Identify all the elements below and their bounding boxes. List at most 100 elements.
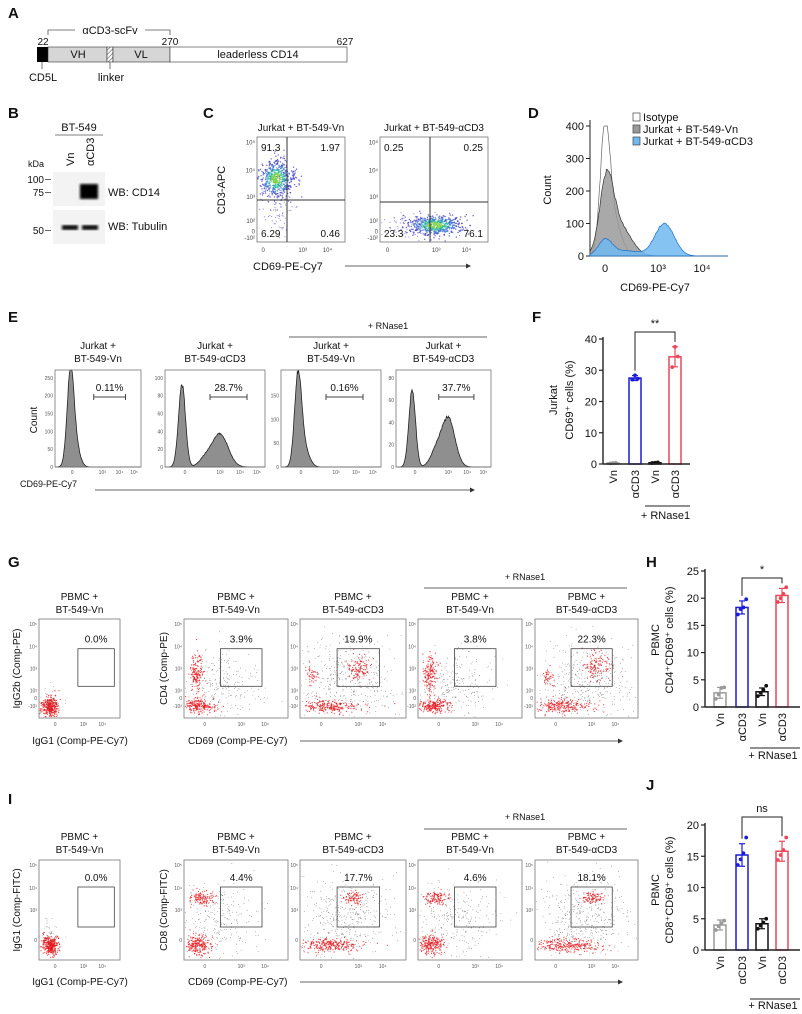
cell-event [427,663,429,665]
cell-event [562,716,564,718]
cell-event [263,216,265,218]
x-tick-label: 10³ [80,722,88,728]
cell-event [203,678,205,680]
cell-event [420,223,422,225]
cell-event [608,677,610,679]
cell-event [191,685,193,688]
cell-event [455,697,456,699]
cell-event [288,185,290,187]
y-tick-label: 10³ [291,667,299,673]
cell-event [474,683,476,685]
cell-event [392,695,394,696]
cell-event [426,223,428,225]
cell-event [560,704,562,706]
gate-percentage: 0.0% [85,635,108,646]
cell-event [210,663,212,664]
cell-event [323,708,325,710]
cell-event [299,180,301,182]
cell-event [578,673,579,674]
cell-event [306,700,308,703]
cell-event [622,659,623,660]
cell-event [293,174,295,177]
cell-event [377,652,379,654]
cell-event [411,220,414,223]
cell-event [44,688,46,689]
cell-event [353,664,355,666]
cell-event [273,152,276,154]
cell-event [186,707,188,709]
cell-event [263,702,265,704]
cell-event [282,227,284,229]
cell-event [423,706,425,708]
cell-event [599,700,601,702]
cell-event [278,218,280,219]
cell-event [309,706,311,708]
cell-event [428,710,430,712]
cell-event [472,215,474,217]
cell-event [220,662,222,663]
cell-event [348,703,350,704]
cell-event [607,668,609,671]
cell-event [597,709,599,711]
cell-event [238,688,240,690]
cell-event [452,219,454,221]
cell-event [581,673,583,675]
cell-event [270,158,272,160]
cell-event [185,692,187,693]
cell-event [626,680,628,682]
cell-event [375,683,377,684]
cell-event [433,689,435,691]
cell-event [563,700,566,702]
cell-event [206,671,208,673]
cell-event [334,707,336,709]
cell-event [288,195,290,197]
x-axis-arrow-head [618,738,623,744]
cell-event [312,707,315,709]
cell-event [410,220,412,222]
cell-event [295,185,297,188]
cell-event [469,669,471,671]
cell-event [47,703,49,704]
cell-event [432,222,435,225]
cell-event [577,702,578,704]
cell-event [311,705,313,707]
cell-event [606,687,608,688]
cell-event [442,673,444,675]
cell-event [191,674,193,676]
cell-event [370,667,372,668]
cell-event [433,666,435,668]
cell-event [578,681,580,683]
cell-event [427,226,430,229]
cell-event [449,212,451,214]
kda-label: kDa [28,159,44,169]
cell-event [458,700,459,701]
cell-event [209,709,211,711]
cell-event [607,660,609,662]
legend-swatch [632,112,641,122]
cell-event [420,701,423,703]
cell-event [599,656,601,658]
cell-event [610,673,611,674]
cell-event [618,677,620,679]
cell-event [264,687,266,689]
cell-event [47,705,49,707]
cell-event [274,223,276,225]
cell-event [564,690,566,692]
cell-event [578,691,580,693]
cell-event [338,703,340,705]
cell-event [47,949,50,951]
cell-event [53,686,54,688]
cell-event [567,664,569,666]
cell-event [442,218,444,220]
cell-event [222,678,224,680]
cell-event [193,712,196,714]
cell-event [448,218,450,221]
cell-event [290,180,292,182]
cell-event [222,670,224,672]
cell-event [49,694,50,696]
cell-event [424,684,426,686]
cell-event [434,652,436,654]
cell-event [568,680,569,682]
cell-event [277,169,279,171]
cell-event [439,227,442,229]
